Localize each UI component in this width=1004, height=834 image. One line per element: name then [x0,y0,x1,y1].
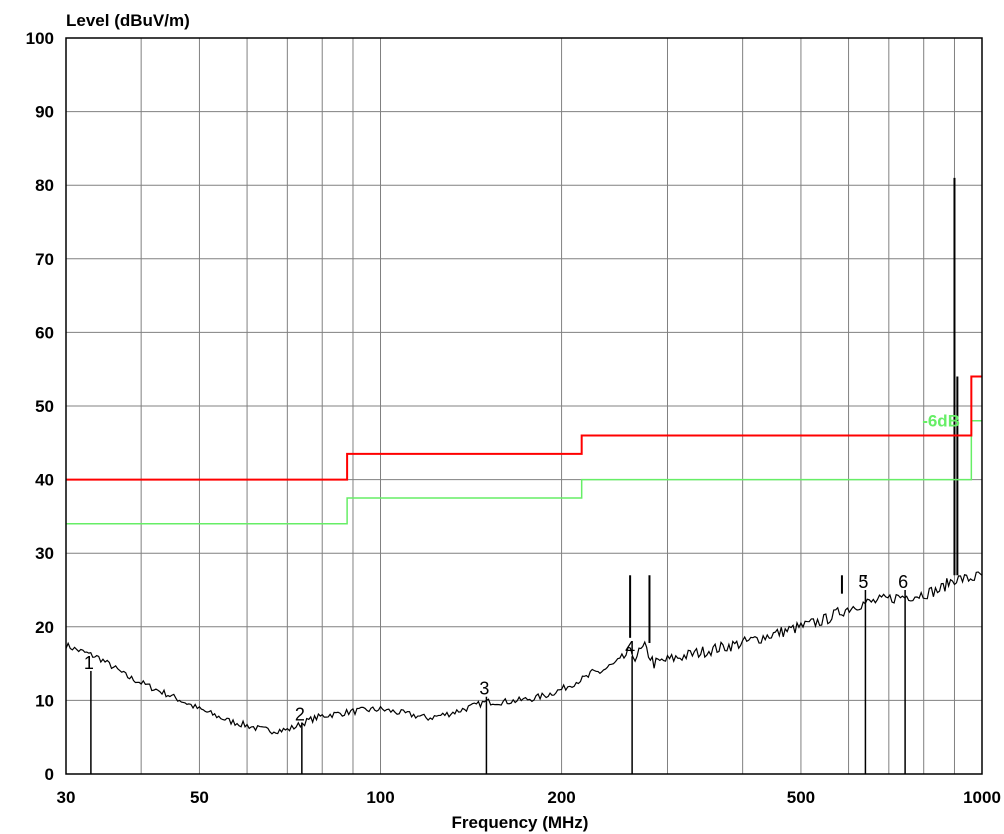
grid [65,37,983,775]
marker-label: 3 [479,679,489,699]
y-tick-label: 90 [35,103,54,122]
marker-label: 5 [858,572,868,592]
y-tick-label: 40 [35,471,54,490]
y-tick-label: 50 [35,397,54,416]
marker-group: 1 2 3 4 5 6 [84,572,908,774]
x-tick-label: 30 [57,788,76,807]
x-tick-label: 200 [547,788,575,807]
y-axis-title: Level (dBuV/m) [66,11,190,30]
y-tick-label: 0 [45,765,54,784]
marker-label: 6 [898,572,908,592]
y-tick-label: 70 [35,250,54,269]
limit-line [66,375,982,481]
y-tick-label: 30 [35,544,54,563]
marker-label: 1 [84,653,94,673]
y-tick-label: 10 [35,691,54,710]
x-tick-label: 500 [787,788,815,807]
emission-trace [65,571,983,735]
marker-label: 4 [625,638,635,658]
y-tick-label: 20 [35,618,54,637]
x-axis-title: Frequency (MHz) [452,813,589,832]
series-group [65,177,983,735]
x-tick-label: 50 [190,788,209,807]
x-tick-labels: 30 50 100 200 500 1000 [57,788,1001,807]
margin-label: -6dB [922,412,960,431]
x-tick-label: 1000 [963,788,1001,807]
marker-label: 2 [295,704,305,724]
plot-frame [65,37,983,775]
x-tick-label: 100 [366,788,394,807]
y-tick-label: 60 [35,323,54,342]
y-tick-label: 80 [35,176,54,195]
y-tick-labels: 0 10 20 30 40 50 60 70 80 90 100 [26,29,54,784]
y-tick-label: 100 [26,29,54,48]
